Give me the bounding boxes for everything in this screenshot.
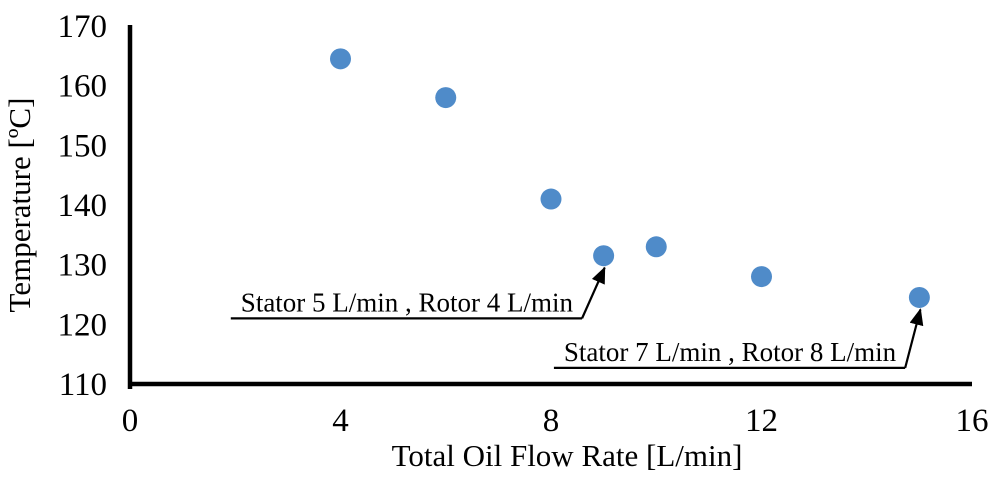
data-point xyxy=(908,286,930,308)
data-point xyxy=(593,245,615,267)
y-tick-label: 120 xyxy=(58,307,108,343)
x-tick-label: 8 xyxy=(543,403,560,439)
x-tick-label: 4 xyxy=(332,403,349,439)
data-point xyxy=(751,266,772,288)
y-tick-label: 150 xyxy=(58,128,108,164)
y-tick-label: 170 xyxy=(58,9,108,45)
y-tick-label: 140 xyxy=(58,188,108,224)
data-point xyxy=(645,236,667,258)
y-tick-label: 160 xyxy=(58,69,108,105)
y-tick-label: 130 xyxy=(58,248,108,284)
x-axis-title: Total Oil Flow Rate [L/min] xyxy=(392,438,743,473)
annotation-label: Stator 5 L/min , Rotor 4 L/min xyxy=(241,287,574,317)
data-point xyxy=(435,87,457,109)
y-axis-title: Temperature [ºC] xyxy=(2,98,37,313)
data-point xyxy=(540,188,562,210)
annotation-arrow xyxy=(904,308,924,369)
annotation-label: Stator 7 L/min , Rotor 8 L/min xyxy=(564,337,897,367)
annotation-arrow xyxy=(581,266,606,319)
x-tick-label: 0 xyxy=(122,403,139,439)
data-point xyxy=(330,48,351,70)
x-tick-label: 16 xyxy=(956,403,989,439)
x-tick-label: 12 xyxy=(745,403,778,439)
y-tick-label: 110 xyxy=(59,367,107,403)
